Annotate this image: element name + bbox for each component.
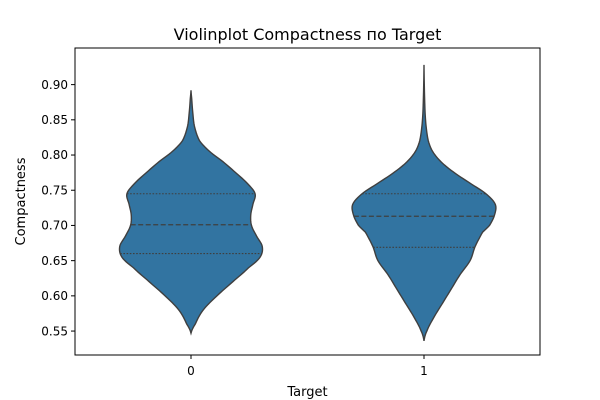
y-tick-label: 0.85 <box>41 113 68 127</box>
plot-frame <box>74 47 541 356</box>
y-tick-label: 0.90 <box>41 78 68 92</box>
y-axis: 0.55 0.60 0.65 0.70 0.75 0.80 0.85 0.90 <box>41 78 75 338</box>
y-tick-label: 0.70 <box>41 219 68 233</box>
violins-layer <box>118 64 497 342</box>
x-axis-label: Target <box>286 385 327 400</box>
x-tick-label: 1 <box>420 364 428 378</box>
y-tick-label: 0.75 <box>41 183 68 197</box>
x-tick-label: 0 <box>187 364 195 378</box>
violin-1 <box>351 64 497 342</box>
y-tick-label: 0.60 <box>41 289 68 303</box>
chart-title: Violinplot Compactness по Target <box>174 25 442 44</box>
quartiles-layer <box>120 193 495 255</box>
y-tick-label: 0.55 <box>41 324 68 338</box>
y-tick-label: 0.65 <box>41 254 68 268</box>
y-tick-label: 0.80 <box>41 148 68 162</box>
plot-area <box>74 47 541 356</box>
y-axis-label: Compactness <box>14 157 29 245</box>
violin-0 <box>118 90 264 336</box>
